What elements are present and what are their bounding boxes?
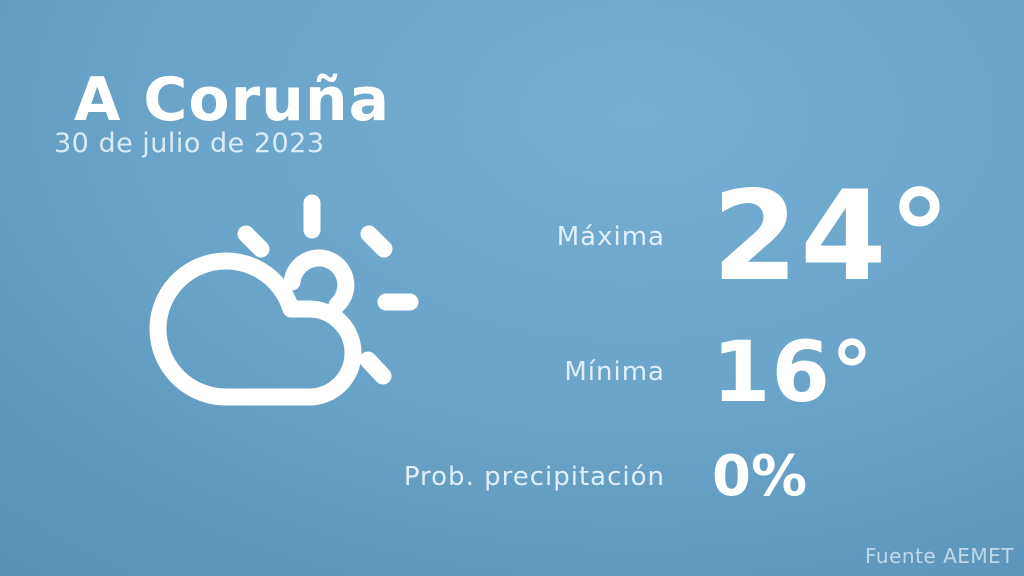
max-temp-label: Máxima <box>556 222 665 252</box>
metric-row-max: Máxima 24° <box>0 168 1024 306</box>
forecast-date: 30 de julio de 2023 <box>54 128 325 159</box>
precipitation-label: Prob. precipitación <box>403 462 665 492</box>
max-temp-value: 24° <box>712 165 953 309</box>
sun-behind-cloud-icon <box>140 185 430 420</box>
metric-row-precipitation: Prob. precipitación 0% <box>0 438 1024 516</box>
metric-row-min: Mínima 16° <box>0 318 1024 426</box>
min-temp-value: 16° <box>712 323 874 421</box>
city-title: A Coruña <box>74 65 391 135</box>
data-source-credit: Fuente AEMET <box>865 544 1014 568</box>
precipitation-value: 0% <box>712 444 808 509</box>
min-temp-label: Mínima <box>564 357 665 387</box>
